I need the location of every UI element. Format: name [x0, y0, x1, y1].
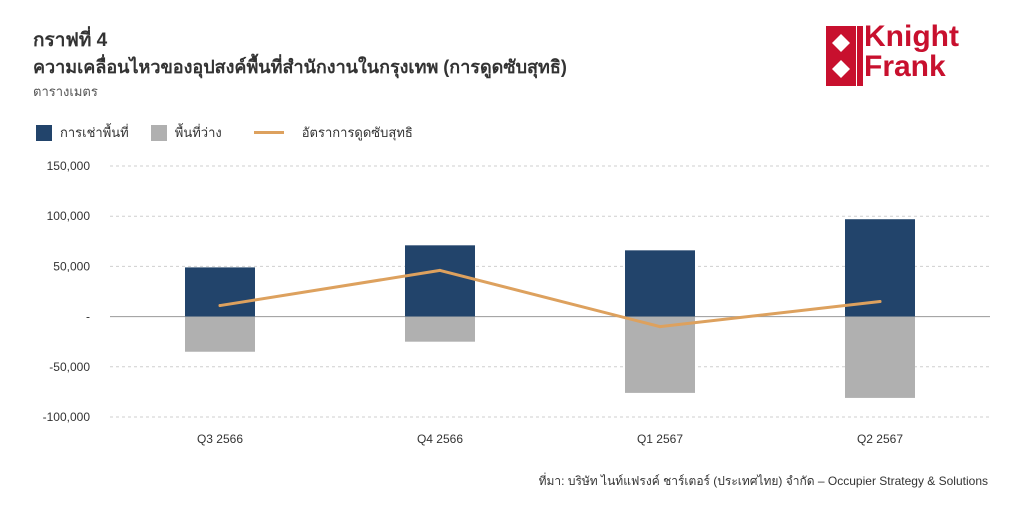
logo-wordmark: Knight Frank: [864, 22, 959, 82]
x-category-label: Q4 2566: [417, 432, 463, 446]
logo-line-1: Knight: [864, 20, 959, 53]
chart-legend: การเช่าพื้นที่ พื้นที่ว่าง อัตราการดูดซั…: [36, 122, 435, 143]
legend-label-net-absorption: อัตราการดูดซับสุทธิ: [301, 125, 413, 140]
bar-leasing: [405, 245, 475, 317]
x-category-label: Q2 2567: [857, 432, 903, 446]
unit-label: ตารางเมตร: [33, 84, 98, 99]
y-tick-label: 100,000: [47, 209, 91, 223]
legend-swatch-vacated: [150, 124, 167, 141]
x-category-label: Q1 2567: [637, 432, 683, 446]
y-tick-label: 150,000: [47, 159, 91, 173]
legend-label-vacated: พื้นที่ว่าง: [174, 125, 222, 140]
bar-vacated: [625, 316, 695, 393]
bar-leasing: [625, 250, 695, 317]
bar-vacated: [845, 316, 915, 398]
bar-leasing: [185, 267, 255, 317]
net-absorption-point: [658, 325, 662, 329]
x-category-label: Q3 2566: [197, 432, 243, 446]
legend-swatch-leasing: [36, 124, 52, 141]
chart-area: 150,000 100,000 50,000 - -50,000 -100,000 Q3 2…: [43, 159, 990, 446]
chart-title: ความเคลื่อนไหวของอุปสงค์พื้นที่สำนักงานใ…: [33, 57, 567, 77]
source-note: ที่มา: บริษัท ไนท์แฟรงค์ ชาร์เตอร์ (ประเ…: [538, 474, 988, 488]
y-tick-label: -100,000: [43, 410, 91, 424]
y-tick-label: -: [86, 310, 90, 324]
net-absorption-point: [878, 300, 882, 304]
legend-item-leasing: การเช่าพื้นที่: [36, 122, 129, 143]
bar-vacated: [405, 316, 475, 342]
net-absorption-line: [218, 268, 882, 329]
legend-label-leasing: การเช่าพื้นที่: [60, 125, 129, 140]
bar-vacated: [185, 316, 255, 352]
y-tick-label: 50,000: [53, 259, 90, 273]
figure-label: กราฟที่ 4: [33, 30, 108, 51]
knight-frank-logo: [826, 26, 863, 86]
net-absorption-point: [218, 304, 222, 308]
legend-item-net-absorption: อัตราการดูดซับสุทธิ: [244, 122, 413, 143]
net-absorption-point: [438, 268, 442, 272]
y-tick-label: -50,000: [49, 360, 90, 374]
title-block: กราฟที่ 4 ความเคลื่อนไหวของอุปสงค์พื้นที…: [33, 30, 567, 102]
logo-line-2: Frank: [864, 50, 946, 83]
legend-item-vacated: พื้นที่ว่าง: [150, 122, 222, 143]
legend-swatch-net-absorption: [253, 131, 284, 134]
